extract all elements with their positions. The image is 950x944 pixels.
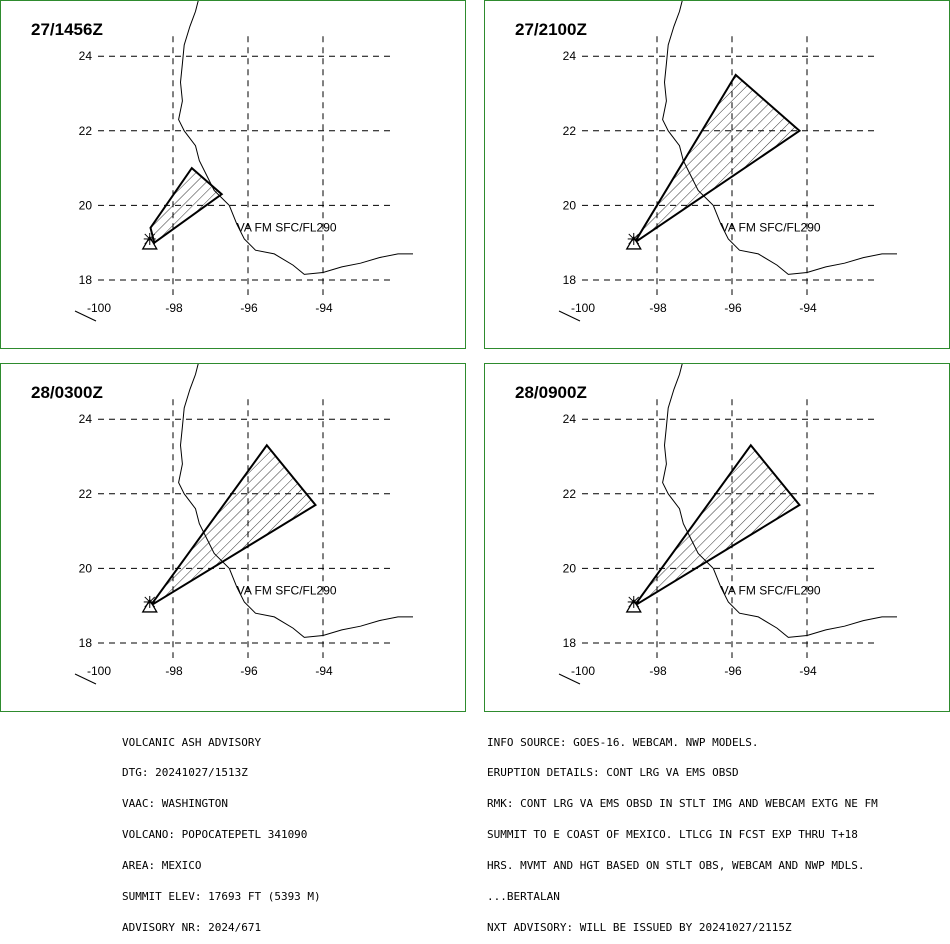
info-line: DTG: 20241027/1513Z xyxy=(122,766,248,780)
lon-tick-label: -96 xyxy=(724,301,742,315)
lat-tick-label: 20 xyxy=(79,561,93,575)
lat-tick-label: 18 xyxy=(79,636,93,650)
panel-title: 27/2100Z xyxy=(515,20,587,39)
lat-tick-label: 22 xyxy=(79,124,93,138)
ash-polygon xyxy=(149,443,317,607)
volcano-icon xyxy=(141,232,158,250)
info-line: ADVISORY NR: 2024/671 xyxy=(122,920,262,934)
lat-tick-label: 24 xyxy=(79,49,93,63)
info-line: VOLCANIC ASH ADVISORY xyxy=(122,735,262,749)
lat-tick-label: 20 xyxy=(79,198,93,212)
map-svg: 24 22 20 18 -100 -98 -96 -94 VA FM SFC/FL290 27/1… xyxy=(31,1,413,322)
lon-tick-label: -100 xyxy=(87,664,111,678)
lat-tick-label: 24 xyxy=(563,49,577,63)
lon-tick-label: -98 xyxy=(165,664,183,678)
panel-title: 28/0300Z xyxy=(31,383,103,402)
panel-4: 24 22 20 18 -100 -98 -96 -94 VA FM SFC/FL290 28/0… xyxy=(484,363,950,712)
lon-tick-label: -94 xyxy=(315,301,333,315)
lat-tick-label: 24 xyxy=(563,412,577,426)
panel-1: 24 22 20 18 -100 -98 -96 -94 VA FM SFC/FL290 27/1… xyxy=(0,0,466,349)
ash-polygon xyxy=(149,166,224,245)
lon-tick-label: -98 xyxy=(649,664,667,678)
va-height-label: VA FM SFC/FL290 xyxy=(237,584,337,598)
lon-tick-label: -94 xyxy=(799,664,817,678)
map-svg: 24 22 20 18 -100 -98 -96 -94 VA FM SFC/FL290 28/0… xyxy=(31,364,413,685)
panel-title: 28/0900Z xyxy=(515,383,587,402)
info-line: SUMMIT TO E COAST OF MEXICO. LTLCG IN FC… xyxy=(487,828,858,842)
lon-tick-label: -100 xyxy=(571,664,595,678)
lat-tick-label: 22 xyxy=(79,487,93,501)
volcano-icon xyxy=(625,232,642,250)
va-height-label: VA FM SFC/FL290 xyxy=(721,221,821,235)
map-svg: 24 22 20 18 -100 -98 -96 -94 VA FM SFC/FL290 27/2… xyxy=(515,1,897,322)
map-svg: 24 22 20 18 -100 -98 -96 -94 VA FM SFC/FL290 28/0… xyxy=(515,364,897,685)
lat-tick-label: 18 xyxy=(79,273,93,287)
info-line: HRS. MVMT AND HGT BASED ON STLT OBS, WEB… xyxy=(487,859,865,873)
corner-mark xyxy=(558,310,581,322)
ash-polygon xyxy=(633,73,802,244)
lat-tick-label: 18 xyxy=(563,636,577,650)
advisory-info-right: INFO SOURCE: GOES-16. WEBCAM. NWP MODELS… xyxy=(487,717,878,944)
lon-tick-label: -100 xyxy=(87,301,111,315)
lat-tick-label: 18 xyxy=(563,273,577,287)
lat-tick-label: 20 xyxy=(563,561,577,575)
lon-tick-label: -96 xyxy=(724,664,742,678)
lat-tick-label: 20 xyxy=(563,198,577,212)
lon-tick-label: -96 xyxy=(240,664,258,678)
info-line: VOLCANO: POPOCATEPETL 341090 xyxy=(122,828,308,842)
corner-mark xyxy=(74,673,97,685)
panel-2: 24 22 20 18 -100 -98 -96 -94 VA FM SFC/FL290 27/2… xyxy=(484,0,950,349)
lat-tick-label: 22 xyxy=(563,124,577,138)
info-line: VAAC: WASHINGTON xyxy=(122,797,228,811)
lon-tick-label: -100 xyxy=(571,301,595,315)
va-height-label: VA FM SFC/FL290 xyxy=(237,221,337,235)
lat-tick-label: 22 xyxy=(563,487,577,501)
va-height-label: VA FM SFC/FL290 xyxy=(721,584,821,598)
info-line: ERUPTION DETAILS: CONT LRG VA EMS OBSD xyxy=(487,766,739,780)
volcano-icon xyxy=(141,595,158,613)
lon-tick-label: -94 xyxy=(315,664,333,678)
info-line: ...BERTALAN xyxy=(487,890,560,904)
ash-polygon xyxy=(633,443,801,607)
info-line: SUMMIT ELEV: 17693 FT (5393 M) xyxy=(122,890,321,904)
panel-3: 24 22 20 18 -100 -98 -96 -94 VA FM SFC/FL290 28/0… xyxy=(0,363,466,712)
corner-mark xyxy=(74,310,97,322)
advisory-info-left: VOLCANIC ASH ADVISORY DTG: 20241027/1513… xyxy=(122,717,321,944)
info-line: RMK: CONT LRG VA EMS OBSD IN STLT IMG AN… xyxy=(487,797,878,811)
volcano-icon xyxy=(625,595,642,613)
panel-title: 27/1456Z xyxy=(31,20,103,39)
info-line: INFO SOURCE: GOES-16. WEBCAM. NWP MODELS… xyxy=(487,735,759,749)
lon-tick-label: -94 xyxy=(799,301,817,315)
info-line: AREA: MEXICO xyxy=(122,859,202,873)
lat-tick-label: 24 xyxy=(79,412,93,426)
lon-tick-label: -96 xyxy=(240,301,258,315)
corner-mark xyxy=(558,673,581,685)
coastline xyxy=(662,1,897,275)
info-line: NXT ADVISORY: WILL BE ISSUED BY 20241027… xyxy=(487,920,792,934)
lon-tick-label: -98 xyxy=(165,301,183,315)
coastline xyxy=(178,1,413,275)
lon-tick-label: -98 xyxy=(649,301,667,315)
